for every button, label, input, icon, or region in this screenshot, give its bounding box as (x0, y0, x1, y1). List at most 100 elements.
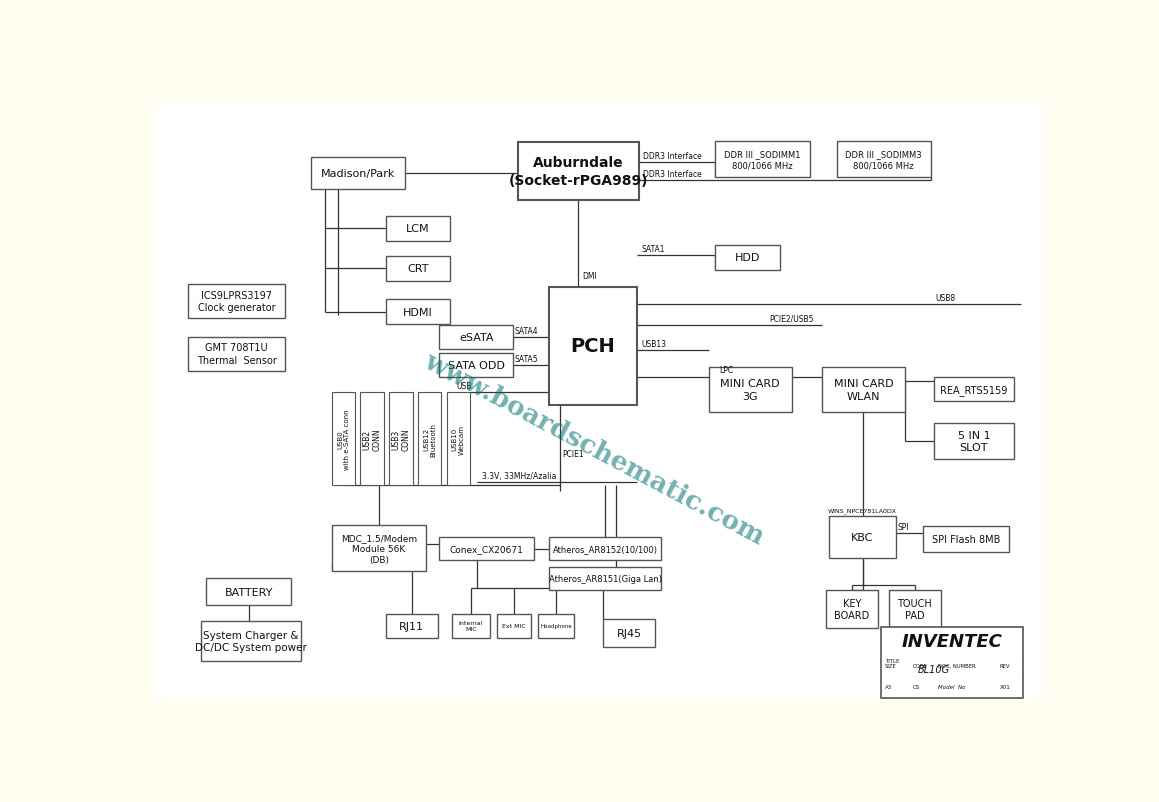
FancyBboxPatch shape (360, 393, 384, 485)
Text: TITLE: TITLE (885, 658, 899, 663)
FancyBboxPatch shape (389, 393, 413, 485)
Text: MDC_1.5/Modem
Module 56K
(DB): MDC_1.5/Modem Module 56K (DB) (341, 533, 417, 564)
FancyBboxPatch shape (386, 614, 438, 638)
FancyBboxPatch shape (923, 526, 1009, 552)
FancyBboxPatch shape (386, 257, 451, 282)
FancyBboxPatch shape (882, 627, 1023, 699)
Text: SIZE: SIZE (885, 662, 897, 668)
Text: www.boardschematic.com: www.boardschematic.com (420, 348, 768, 549)
FancyBboxPatch shape (837, 142, 931, 178)
Text: Model  No: Model No (938, 684, 965, 689)
FancyBboxPatch shape (386, 217, 451, 241)
Text: SPI Flash 8MB: SPI Flash 8MB (932, 534, 1000, 544)
Text: WINS_NPCE781LA0DX: WINS_NPCE781LA0DX (828, 508, 897, 513)
Text: MINI CARD
3G: MINI CARD 3G (721, 379, 780, 401)
FancyBboxPatch shape (715, 245, 780, 270)
FancyBboxPatch shape (830, 516, 896, 558)
FancyBboxPatch shape (439, 354, 513, 377)
FancyBboxPatch shape (439, 326, 513, 350)
Text: DDR III _SODIMM3
800/1066 MHz: DDR III _SODIMM3 800/1066 MHz (845, 150, 921, 170)
FancyBboxPatch shape (188, 337, 285, 371)
Text: PCIE1: PCIE1 (562, 450, 584, 459)
Text: LPC: LPC (720, 366, 734, 375)
Text: Ext MIC: Ext MIC (502, 624, 526, 629)
FancyBboxPatch shape (549, 537, 662, 561)
FancyBboxPatch shape (452, 614, 490, 638)
Text: SATA4: SATA4 (515, 327, 539, 336)
Text: Atheros_AR8152(10/100): Atheros_AR8152(10/100) (553, 545, 657, 553)
Text: Auburndale
(Socket-rPGA989): Auburndale (Socket-rPGA989) (509, 156, 648, 188)
Text: DDR3 Interface: DDR3 Interface (643, 170, 702, 179)
FancyBboxPatch shape (439, 537, 534, 561)
Text: eSATA: eSATA (459, 333, 494, 342)
Text: USB10
Webcam: USB10 Webcam (452, 424, 465, 454)
Text: SPI: SPI (897, 522, 909, 531)
FancyBboxPatch shape (549, 288, 637, 405)
Text: USB13: USB13 (642, 339, 666, 348)
Text: X01: X01 (1000, 684, 1011, 689)
FancyBboxPatch shape (933, 423, 1014, 460)
Text: ICS9LPRS3197
Clock generator: ICS9LPRS3197 Clock generator (198, 290, 276, 313)
Text: System Charger &
DC/DC System power: System Charger & DC/DC System power (195, 630, 307, 652)
FancyBboxPatch shape (206, 578, 291, 606)
Text: TOUCH
PAD: TOUCH PAD (897, 598, 932, 621)
Text: HDD: HDD (735, 253, 760, 263)
Text: DOC. NUMBER: DOC. NUMBER (938, 662, 976, 668)
Text: 5 IN 1
SLOT: 5 IN 1 SLOT (957, 430, 990, 452)
Text: SATA1: SATA1 (642, 245, 665, 253)
FancyBboxPatch shape (933, 378, 1014, 401)
Text: GMT 708T1U
Thermal  Sensor: GMT 708T1U Thermal Sensor (197, 343, 277, 365)
Text: KBC: KBC (852, 533, 874, 542)
Text: USB: USB (457, 382, 472, 391)
Text: USB2
CONN: USB2 CONN (363, 427, 381, 450)
FancyBboxPatch shape (201, 621, 301, 662)
Text: 3.3V, 33MHz/Azalia: 3.3V, 33MHz/Azalia (482, 472, 556, 480)
Text: USB12
Bluetooth: USB12 Bluetooth (423, 422, 436, 456)
Text: LCM: LCM (406, 224, 430, 234)
Text: Atheros_AR8151(Giga Lan): Atheros_AR8151(Giga Lan) (548, 574, 662, 583)
Text: Headphone: Headphone (540, 624, 573, 629)
Text: DMI: DMI (582, 271, 597, 280)
Text: HDMI: HDMI (403, 307, 432, 318)
FancyBboxPatch shape (603, 619, 655, 647)
Text: CRT: CRT (407, 264, 429, 274)
Text: Internal
MIC: Internal MIC (459, 621, 483, 632)
FancyBboxPatch shape (825, 590, 877, 629)
FancyBboxPatch shape (889, 590, 941, 629)
FancyBboxPatch shape (538, 614, 574, 638)
FancyBboxPatch shape (188, 285, 285, 318)
FancyBboxPatch shape (331, 393, 355, 485)
Text: CODE: CODE (913, 662, 927, 668)
FancyBboxPatch shape (822, 368, 905, 412)
Text: SATA ODD: SATA ODD (447, 360, 505, 371)
FancyBboxPatch shape (549, 567, 662, 590)
Text: PCIE2/USB5: PCIE2/USB5 (770, 314, 814, 323)
Text: DDR3 Interface: DDR3 Interface (643, 152, 702, 161)
FancyBboxPatch shape (154, 103, 1048, 702)
Text: BL10G: BL10G (918, 664, 949, 674)
Text: DDR III _SODIMM1
800/1066 MHz: DDR III _SODIMM1 800/1066 MHz (724, 150, 801, 170)
FancyBboxPatch shape (418, 393, 442, 485)
Text: Madison/Park: Madison/Park (321, 169, 395, 179)
Text: REA_RTS5159: REA_RTS5159 (940, 384, 1007, 395)
Text: KEY
BOARD: KEY BOARD (834, 598, 869, 621)
Text: USB3
CONN: USB3 CONN (392, 427, 410, 450)
FancyBboxPatch shape (709, 368, 792, 412)
Text: USB8: USB8 (935, 294, 955, 302)
FancyBboxPatch shape (518, 143, 639, 201)
FancyBboxPatch shape (331, 525, 427, 572)
Text: Conex_CX20671: Conex_CX20671 (450, 545, 524, 553)
FancyBboxPatch shape (446, 393, 471, 485)
Text: RJ45: RJ45 (617, 628, 642, 638)
Text: RJ11: RJ11 (399, 621, 424, 631)
FancyBboxPatch shape (311, 158, 406, 190)
Text: BATTERY: BATTERY (225, 587, 272, 597)
Text: INVENTEC: INVENTEC (902, 633, 1003, 650)
Text: A3: A3 (885, 684, 892, 689)
Text: USB0
with e-SATA conn: USB0 with e-SATA conn (337, 409, 350, 469)
Text: CS: CS (913, 684, 920, 689)
Text: MINI CARD
WLAN: MINI CARD WLAN (833, 379, 894, 401)
Text: PCH: PCH (570, 337, 615, 356)
FancyBboxPatch shape (715, 142, 810, 178)
FancyBboxPatch shape (386, 300, 451, 325)
